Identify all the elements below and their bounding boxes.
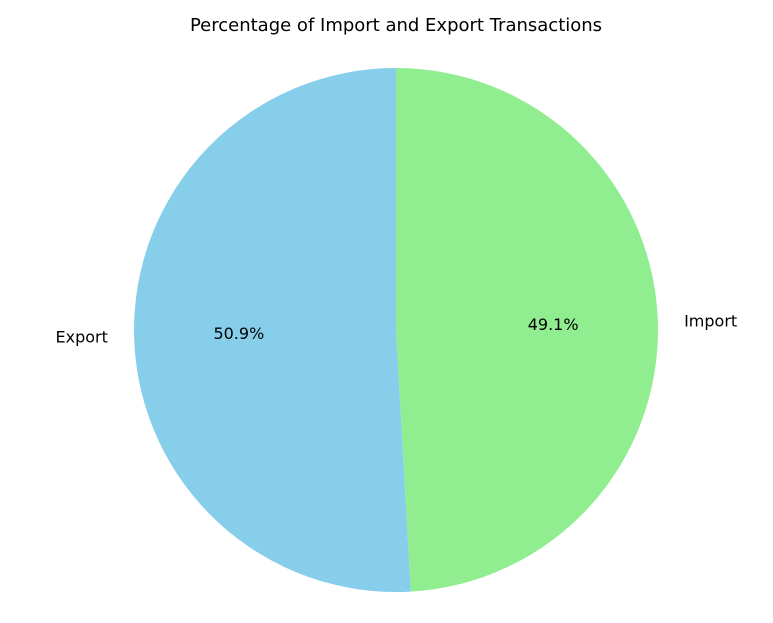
slice-label-export: Export (56, 328, 108, 347)
pie-slices (133, 68, 658, 592)
pie-slice-export (133, 68, 411, 592)
pie-slice-import (396, 68, 658, 592)
slice-label-import: Import (684, 311, 737, 330)
pie-labels: Import 49.1% Export 50.9% (56, 311, 738, 346)
chart-title: Percentage of Import and Export Transact… (190, 15, 602, 36)
pct-label-import: 49.1% (528, 315, 579, 334)
pct-label-export: 50.9% (213, 324, 264, 343)
